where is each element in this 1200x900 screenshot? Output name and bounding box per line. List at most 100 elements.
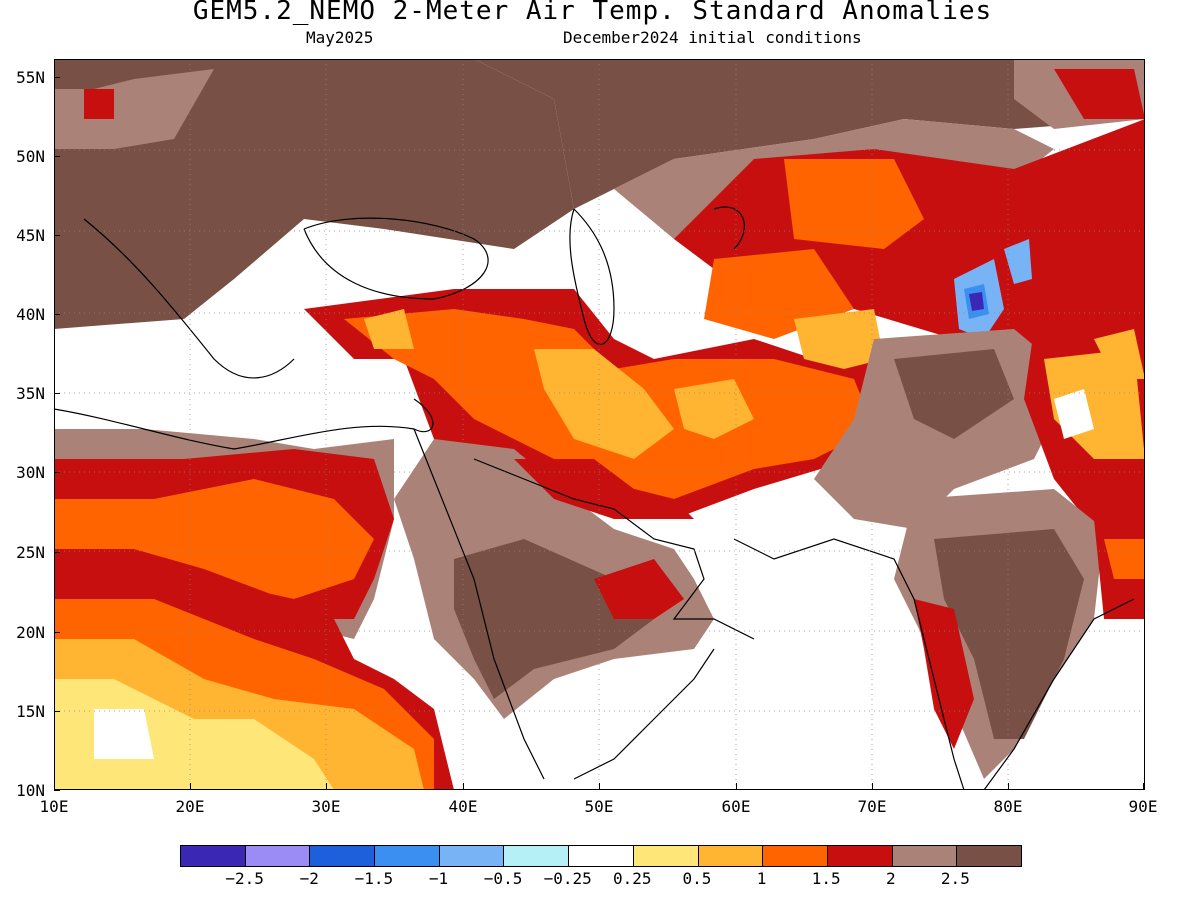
anomaly-region xyxy=(914,599,974,749)
colorbar-swatch xyxy=(439,846,505,866)
colorbar-swatch xyxy=(569,846,634,866)
lat-tick xyxy=(54,711,60,712)
lat-label: 50N xyxy=(16,147,45,166)
lon-tick xyxy=(736,783,737,789)
anomaly-region xyxy=(54,59,574,329)
anomaly-region xyxy=(784,159,924,249)
initial-conditions: December2024 initial conditions xyxy=(563,28,862,47)
lon-tick xyxy=(54,783,55,789)
lon-tick xyxy=(1143,783,1144,789)
lat-label: 40N xyxy=(16,305,45,324)
anomaly-map xyxy=(54,59,1145,790)
anomaly-region xyxy=(1054,69,1145,119)
anomaly-region xyxy=(894,349,1014,439)
coastline xyxy=(733,538,965,790)
coastline xyxy=(573,648,715,780)
coastline xyxy=(983,598,1135,790)
coastline xyxy=(713,206,745,250)
colorbar-label: 2 xyxy=(885,869,896,888)
lat-label: 30N xyxy=(16,463,45,482)
lon-label: 10E xyxy=(39,797,69,816)
lat-label: 25N xyxy=(16,543,45,562)
lat-tick xyxy=(54,552,60,553)
lat-tick xyxy=(54,790,60,791)
colorbar-swatch xyxy=(633,846,699,866)
lon-label: 80E xyxy=(993,797,1023,816)
anomaly-region xyxy=(94,709,154,759)
lon-label: 40E xyxy=(448,797,478,816)
lat-label: 55N xyxy=(16,68,45,87)
colorbar-label: −0.5 xyxy=(483,869,523,888)
colorbar-label: 0.5 xyxy=(682,869,712,888)
coastline xyxy=(54,398,434,450)
colorbar-swatch xyxy=(310,846,376,866)
colorbar-swatch xyxy=(957,846,1021,866)
colorbar-swatch xyxy=(504,846,570,866)
anomaly-region xyxy=(934,529,1084,739)
lat-tick xyxy=(54,77,60,78)
lat-tick xyxy=(54,632,60,633)
anomaly-region xyxy=(1094,329,1145,379)
lat-tick xyxy=(54,235,60,236)
colorbar-swatch xyxy=(827,846,893,866)
colorbar-label: −2 xyxy=(299,869,319,888)
lon-tick xyxy=(326,783,327,789)
lon-label: 70E xyxy=(857,797,887,816)
anomaly-region xyxy=(54,479,374,619)
colorbar-swatch xyxy=(181,846,246,866)
lon-tick xyxy=(872,783,873,789)
anomaly-region xyxy=(514,459,694,519)
anomaly-region xyxy=(1004,239,1032,284)
colorbar-swatch xyxy=(698,846,764,866)
colorbar-label: −2.5 xyxy=(225,869,264,888)
colorbar-label: 2.5 xyxy=(940,869,970,888)
lon-label: 60E xyxy=(721,797,751,816)
anomaly-region xyxy=(474,59,1145,209)
colorbar-label: 1.5 xyxy=(811,869,841,888)
colorbar-swatch xyxy=(245,846,311,866)
colorbar-label: −1 xyxy=(428,869,449,888)
anomaly-region xyxy=(84,89,114,119)
anomaly-region xyxy=(1054,389,1094,439)
map-title: GEM5.2_NEMO 2-Meter Air Temp. Standard A… xyxy=(192,0,993,26)
lat-label: 10N xyxy=(16,781,45,800)
coastline xyxy=(473,458,755,640)
colorbar-label: 0.25 xyxy=(613,869,652,888)
colorbar xyxy=(180,845,1022,867)
colorbar-swatch xyxy=(375,846,440,866)
lon-label: 20E xyxy=(175,797,205,816)
anomaly-region xyxy=(364,309,414,349)
lat-tick xyxy=(54,472,60,473)
lat-label: 45N xyxy=(16,226,45,245)
lon-tick xyxy=(190,783,191,789)
coastline xyxy=(83,218,295,379)
anomaly-region xyxy=(1104,539,1145,579)
lon-tick xyxy=(463,783,464,789)
colorbar-label: 1 xyxy=(756,869,767,888)
coastline xyxy=(303,217,489,300)
colorbar-swatch xyxy=(763,846,828,866)
colorbar-label: −0.25 xyxy=(543,869,592,888)
colorbar-label: −1.5 xyxy=(354,869,394,888)
anomaly-region xyxy=(969,292,984,311)
lat-label: 15N xyxy=(16,702,45,721)
coastline xyxy=(569,208,615,346)
anomaly-region xyxy=(54,679,334,790)
lat-tick xyxy=(54,156,60,157)
anomaly-region xyxy=(794,309,884,369)
lon-tick xyxy=(1008,783,1009,789)
colorbar-swatch xyxy=(892,846,958,866)
lat-label: 20N xyxy=(16,623,45,642)
lat-tick xyxy=(54,314,60,315)
forecast-month: May2025 xyxy=(306,28,374,47)
anomaly-region xyxy=(674,379,754,439)
lat-label: 35N xyxy=(16,384,45,403)
lon-label: 30E xyxy=(311,797,341,816)
lon-label: 50E xyxy=(584,797,614,816)
lon-tick xyxy=(599,783,600,789)
coastline xyxy=(413,428,545,780)
lon-label: 90E xyxy=(1128,797,1158,816)
lat-tick xyxy=(54,393,60,394)
anomaly-region xyxy=(594,559,684,619)
anomaly-region xyxy=(534,349,674,459)
